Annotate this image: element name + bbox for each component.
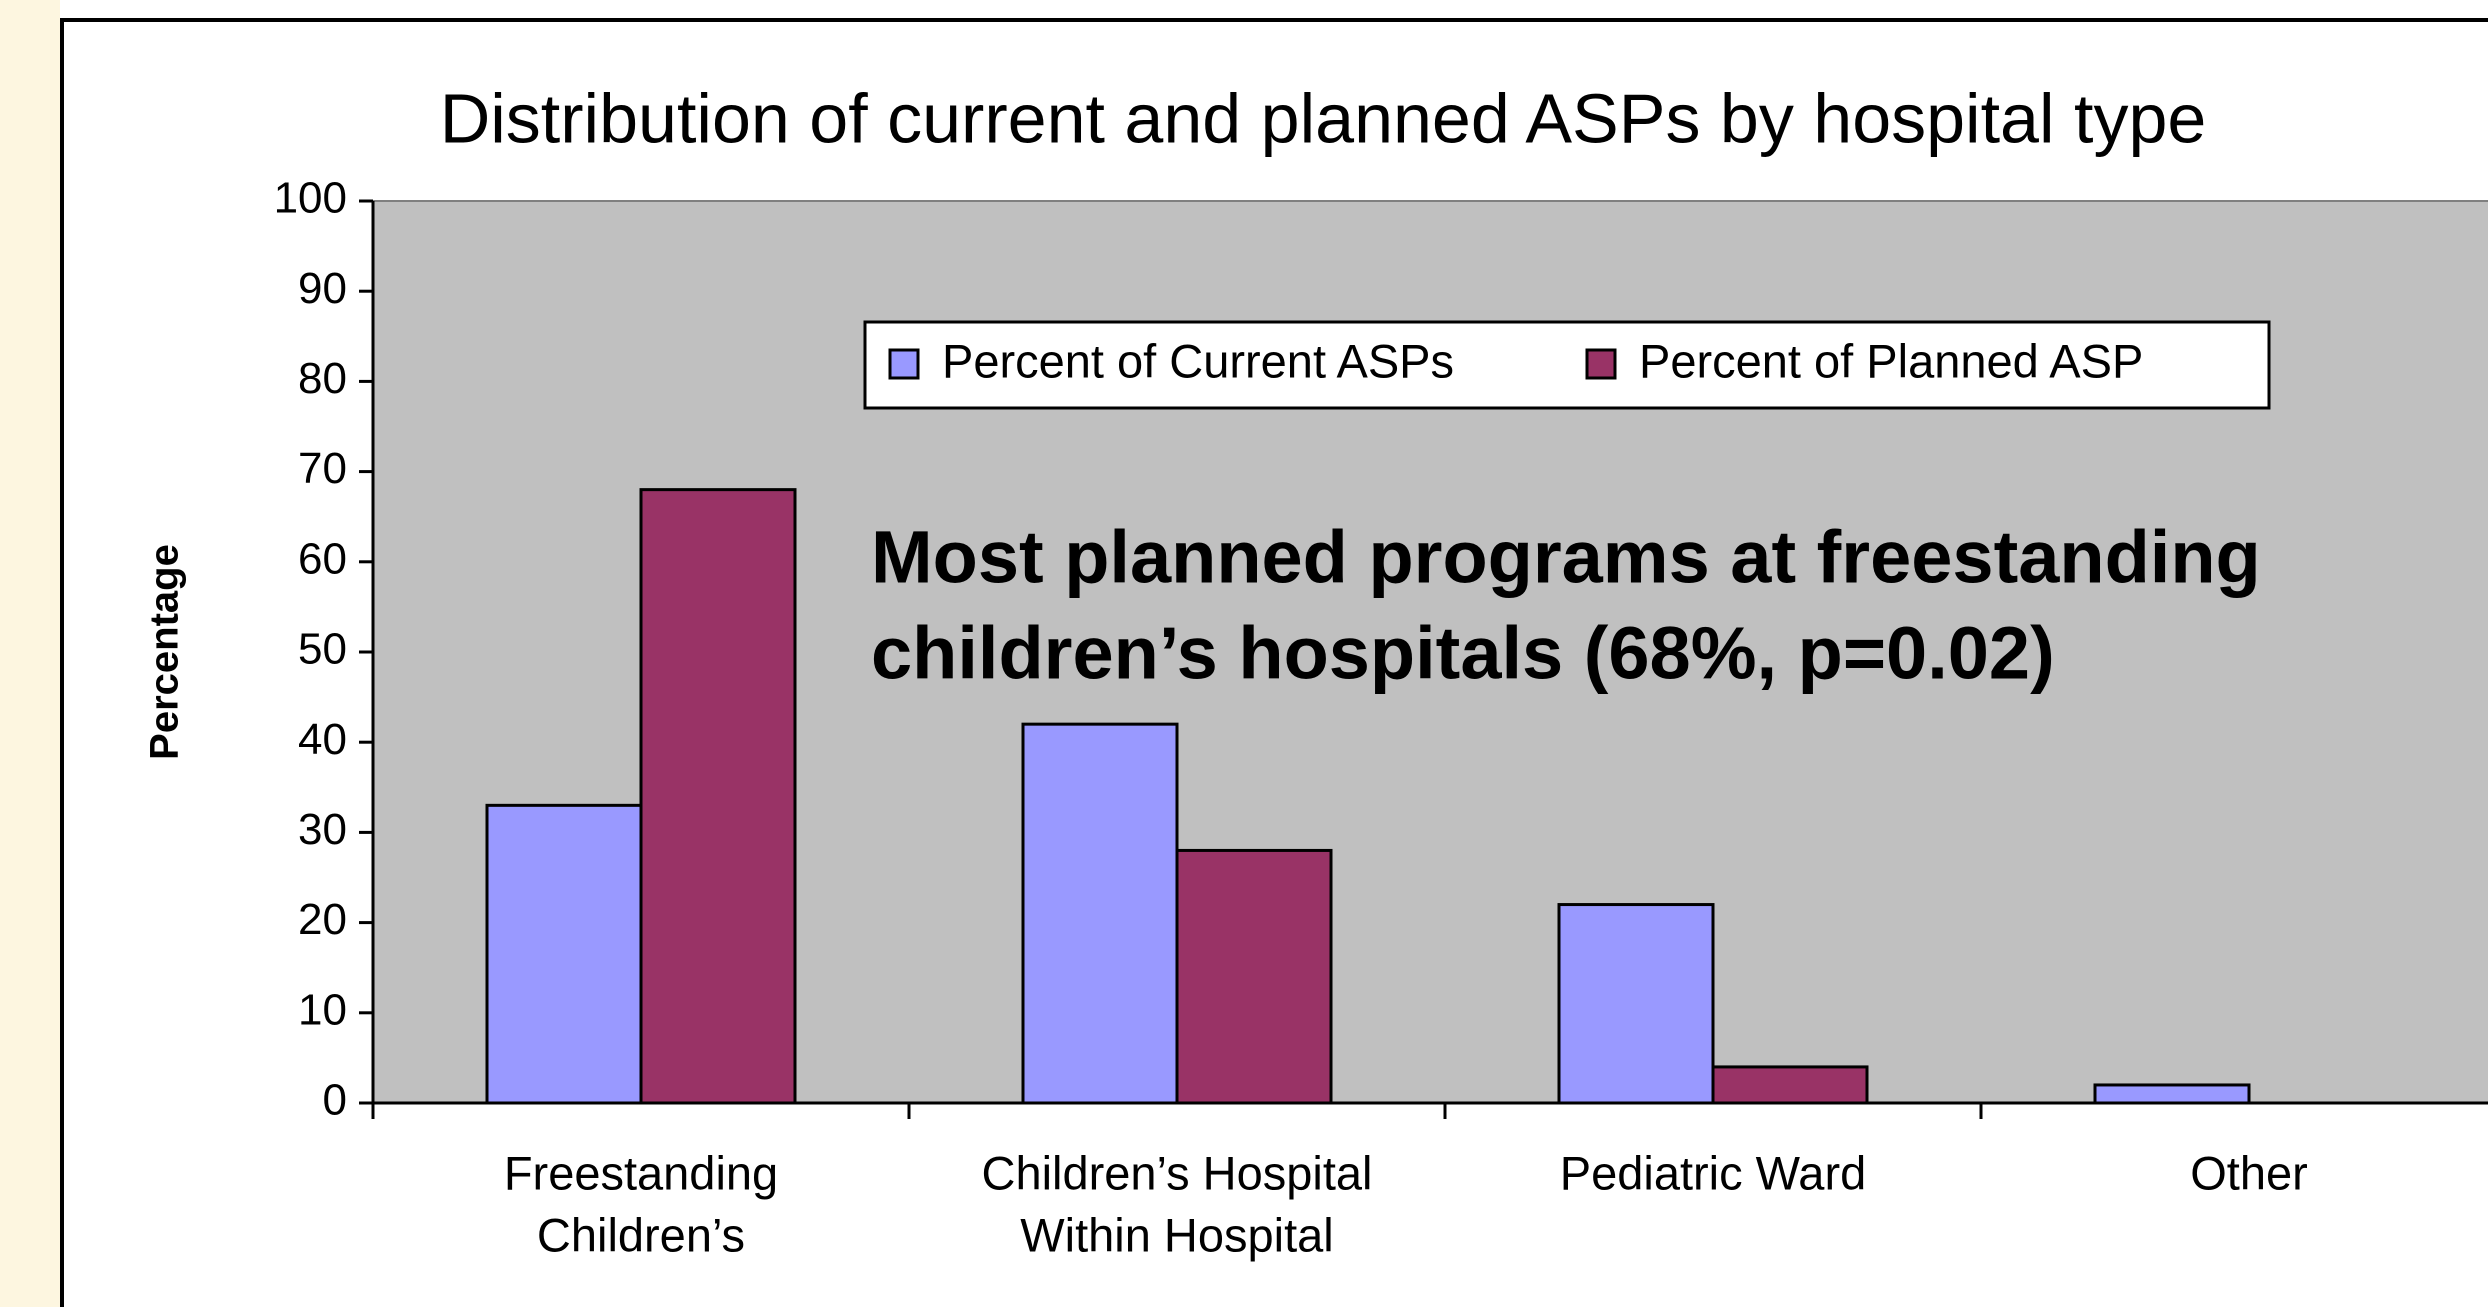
side-strip [0,0,60,1307]
bar [485,803,643,1105]
y-tick-label: 0 [323,1076,347,1125]
bar [1711,1065,1869,1105]
x-tick-label: Children’s Hospital [982,1146,1373,1199]
y-tick-label: 60 [298,534,347,583]
annotation: children’s hospitals (68%, p=0.02) [871,612,2055,695]
x-tick-label: Within Hospital [1020,1208,1333,1261]
y-axis-label: Percentage [143,544,187,760]
bar [2093,1083,2251,1105]
annotation: Most planned programs at freestanding [871,516,2261,599]
y-tick-label: 100 [274,174,347,223]
bar [639,488,797,1105]
legend-label: Percent of Current ASPs [942,334,1454,387]
legend-swatch [1585,348,1617,380]
y-tick-label: 70 [298,444,347,493]
y-tick-label: 30 [298,805,347,854]
bar [1557,903,1715,1105]
x-tick-label: Pediatric Ward [1560,1146,1866,1199]
bar [1021,722,1179,1105]
legend-swatch [888,348,920,380]
chart-title: Distribution of current and planned ASPs… [440,79,2207,157]
legend [863,320,2271,410]
x-tick-label: Children’s [537,1208,745,1261]
y-tick-label: 90 [298,264,347,313]
y-tick-label: 80 [298,354,347,403]
x-tick-label: Freestanding [504,1146,778,1199]
y-tick-label: 40 [298,715,347,764]
y-tick-label: 50 [298,625,347,674]
y-tick-label: 10 [298,985,347,1034]
bar [1175,848,1333,1105]
y-tick-label: 20 [298,895,347,944]
x-tick-label: Other [2190,1146,2308,1199]
legend-label: Percent of Planned ASP [1639,334,2143,387]
